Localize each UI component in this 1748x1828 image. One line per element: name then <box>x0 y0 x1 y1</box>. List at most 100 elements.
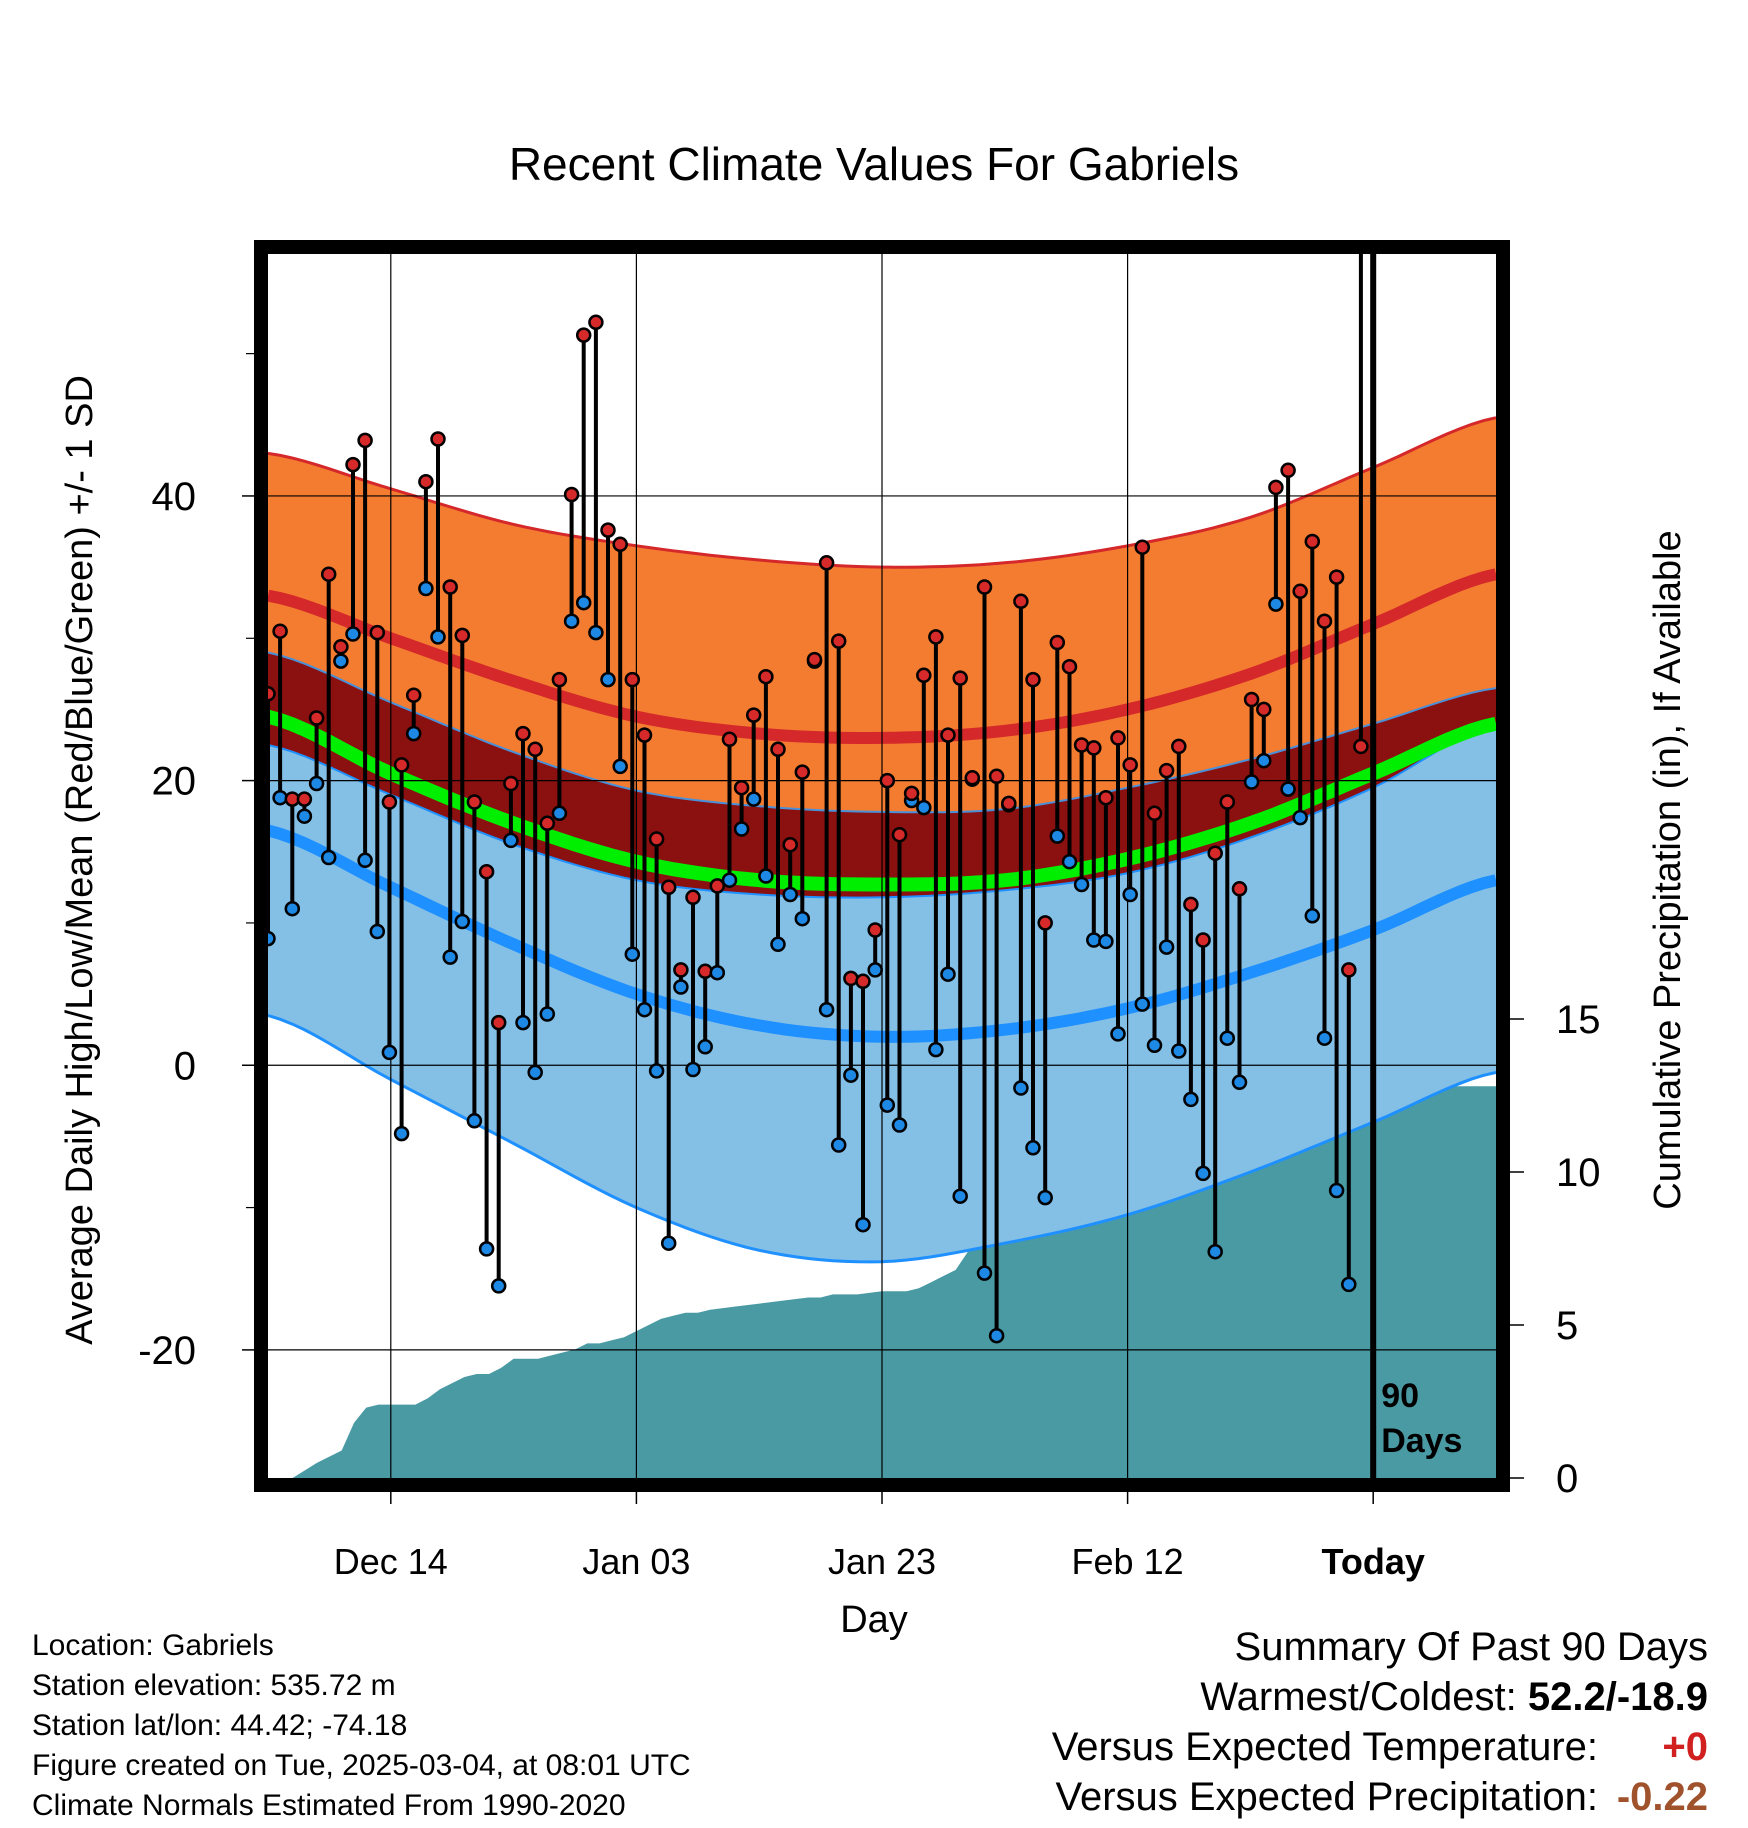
y-tick-label: -20 <box>138 1329 196 1373</box>
daily-high-point <box>1025 671 1041 688</box>
daily-high-point <box>1231 881 1248 897</box>
daily-low-point <box>320 849 337 866</box>
daily-low-point <box>843 1067 859 1083</box>
y-tick-label: 0 <box>174 1044 196 1088</box>
daily-high-point <box>1280 462 1296 479</box>
daily-high-point <box>636 727 653 743</box>
daily-high-point <box>782 836 798 853</box>
daily-low-point <box>952 1188 968 1204</box>
daily-low-point <box>284 900 301 917</box>
daily-low-point <box>770 936 786 953</box>
daily-low-point <box>697 1039 713 1055</box>
daily-high-point <box>1243 691 1260 708</box>
daily-high-point <box>357 432 373 449</box>
daily-high-point <box>1207 845 1223 861</box>
daily-high-point <box>770 741 786 758</box>
daily-low-point <box>758 868 774 884</box>
daily-low-point <box>1110 1026 1126 1042</box>
daily-low-point <box>1025 1140 1041 1156</box>
daily-high-point <box>272 623 288 639</box>
daily-low-point <box>1037 1189 1053 1206</box>
plot-area <box>268 0 1496 1478</box>
x-tick-label: Jan 03 <box>582 1541 690 1582</box>
y-axis-label: Average Daily High/Low/Mean (Red/Blue/Gr… <box>59 375 101 1345</box>
daily-high-point <box>903 785 920 802</box>
daily-low-point <box>988 1327 1005 1344</box>
y-tick-label: 20 <box>152 760 197 804</box>
daily-low-point <box>830 1137 847 1153</box>
daily-high-point <box>515 725 531 742</box>
daily-low-point <box>1354 0 1367 7</box>
daily-high-point <box>1256 701 1272 718</box>
daily-low-point <box>333 653 349 669</box>
daily-high-point <box>1146 805 1163 822</box>
daily-low-point <box>1061 853 1078 870</box>
daily-high-point <box>673 962 689 978</box>
daily-high-point <box>830 633 847 649</box>
daily-high-point <box>418 473 434 490</box>
y2-tick-label: 10 <box>1556 1151 1601 1195</box>
daily-low-point <box>515 1014 531 1031</box>
daily-high-point <box>369 624 386 641</box>
daily-high-point <box>381 794 398 810</box>
daily-high-point <box>855 973 871 990</box>
daily-high-point <box>891 826 908 843</box>
daily-high-point <box>648 831 665 847</box>
daily-high-point <box>1195 932 1211 948</box>
daily-low-point <box>1171 1043 1187 1059</box>
daily-low-point <box>1280 781 1296 797</box>
daily-high-point <box>1073 737 1090 753</box>
daily-low-point <box>721 872 738 888</box>
daily-high-point <box>478 863 495 880</box>
summary-panel: Summary Of Past 90 Days Warmest/Coldest:… <box>1052 1622 1708 1822</box>
daily-high-point <box>1037 915 1053 931</box>
daily-low-point <box>940 966 956 982</box>
daily-low-point <box>345 626 361 642</box>
y-axis-right: 0 5 10 15 <box>1510 998 1601 1501</box>
daily-high-point <box>624 671 641 688</box>
daily-high-point <box>503 775 519 792</box>
daily-high-point <box>988 768 1005 785</box>
daily-low-point <box>1073 876 1090 893</box>
daily-high-point <box>1316 613 1333 629</box>
daily-high-point <box>1110 730 1126 746</box>
daily-high-point <box>405 687 422 703</box>
daily-high-point <box>575 327 592 343</box>
daily-low-point <box>381 1044 398 1061</box>
daily-high-point <box>818 555 835 571</box>
daily-low-point <box>551 805 568 822</box>
daily-high-point <box>1086 740 1102 756</box>
daily-high-point <box>928 629 944 645</box>
daily-low-point <box>1049 828 1066 844</box>
daily-high-point <box>745 707 762 723</box>
daily-low-point <box>393 1125 410 1142</box>
daily-high-point <box>685 889 701 906</box>
daily-high-point <box>867 922 883 938</box>
daily-high-point <box>308 710 325 726</box>
today-days-number: 90 <box>1381 1377 1419 1415</box>
daily-low-point <box>539 1006 556 1022</box>
daily-low-point <box>405 725 422 742</box>
daily-low-point <box>1316 1030 1333 1046</box>
daily-low-point <box>867 962 883 978</box>
precip-row: Versus Expected Precipitation: -0.22 <box>1052 1772 1708 1822</box>
daily-high-point <box>320 566 337 582</box>
daily-high-point <box>1304 533 1321 550</box>
daily-low-point <box>478 1241 495 1257</box>
plot-frame <box>254 240 1510 1492</box>
daily-high-point <box>1013 593 1029 610</box>
daily-data <box>268 0 1369 1344</box>
precip-value: -0.22 <box>1616 1775 1708 1819</box>
daily-low-point <box>418 580 434 597</box>
daily-low-point <box>1183 1091 1199 1108</box>
daily-low-point <box>612 758 628 775</box>
daily-high-point <box>733 779 750 796</box>
daily-low-point <box>1207 1243 1223 1260</box>
daily-high-point <box>1328 569 1345 585</box>
daily-high-point <box>976 579 993 595</box>
daily-high-point <box>1268 479 1284 496</box>
chart-title: Recent Climate Values For Gabriels <box>509 138 1239 190</box>
station-info: Location: Gabriels Station elevation: 53… <box>32 1626 691 1826</box>
x-tick-label: Jan 23 <box>828 1541 936 1582</box>
daily-low-point <box>442 949 458 965</box>
